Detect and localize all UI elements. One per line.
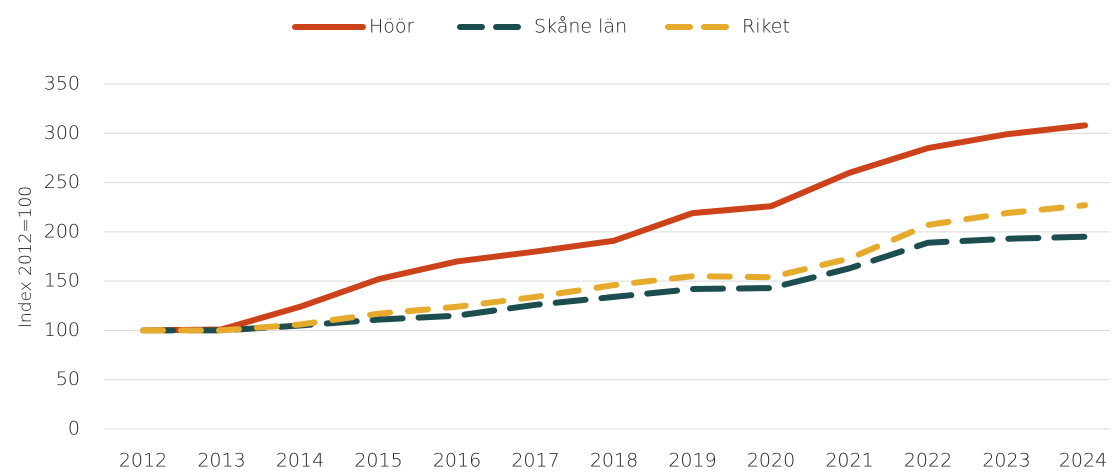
x-tick-label: 2014 — [276, 450, 324, 471]
line-series — [140, 202, 1088, 334]
y-tick-label: 100 — [44, 319, 80, 341]
x-tick-label: 2017 — [511, 450, 559, 471]
y-tick-label: 200 — [44, 220, 80, 242]
legend-label: Skåne län — [534, 16, 627, 38]
x-tick-label: 2013 — [197, 450, 245, 471]
y-tick-label: 250 — [44, 171, 80, 193]
line-series — [140, 122, 1088, 334]
y-axis-label: Index 2012=100 — [16, 186, 36, 328]
legend-label: Riket — [742, 16, 790, 38]
x-tick-label: 2024 — [1059, 450, 1107, 471]
y-tick-label: 0 — [68, 418, 80, 440]
x-tick-label: 2021 — [825, 450, 873, 471]
x-tick-label: 2020 — [747, 450, 795, 471]
x-tick-label: 2023 — [982, 450, 1030, 471]
legend-label: Höör — [369, 16, 415, 38]
y-tick-label: 50 — [56, 368, 80, 390]
x-tick-label: 2018 — [590, 450, 638, 471]
y-tick-label: 300 — [44, 122, 80, 144]
x-tick-label: 2015 — [354, 450, 402, 471]
y-tick-label: 150 — [44, 270, 80, 292]
x-tick-label: 2012 — [119, 450, 167, 471]
y-tick-label: 350 — [44, 73, 80, 95]
x-tick-label: 2016 — [433, 450, 481, 471]
x-tick-label: 2022 — [904, 450, 952, 471]
x-tick-label: 2019 — [668, 450, 716, 471]
